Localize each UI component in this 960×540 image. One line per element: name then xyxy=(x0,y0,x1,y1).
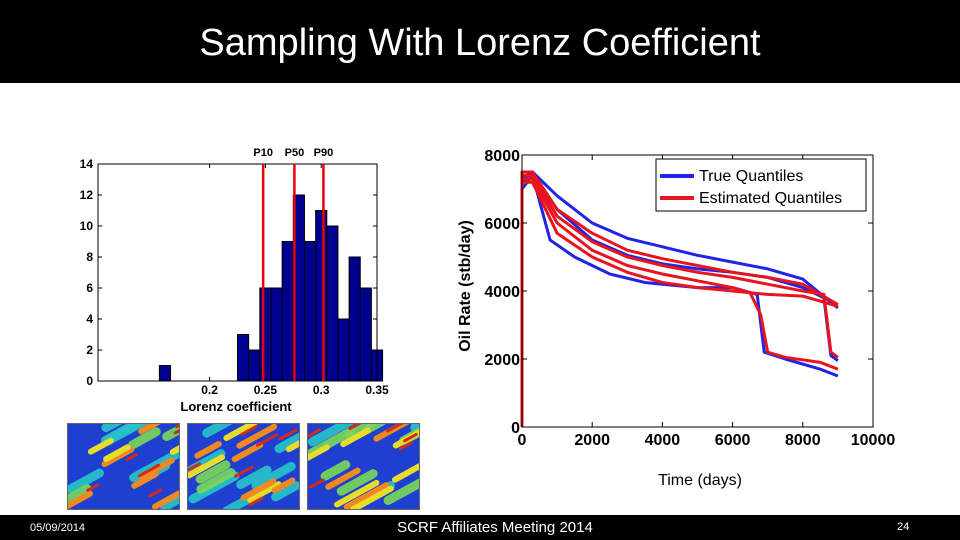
line-chart-x-tick-label: 10000 xyxy=(851,432,896,449)
histogram-frame xyxy=(97,163,378,382)
histogram-y-tick-label: 14 xyxy=(80,157,94,171)
line-chart-y-tick-label: 4000 xyxy=(484,284,520,301)
legend-label-true: True Quantiles xyxy=(699,168,803,185)
line-chart-x-tick-label: 0 xyxy=(518,432,527,449)
histogram-x-tick-label: 0.3 xyxy=(313,383,330,397)
true-quantile-curve-1 xyxy=(520,172,839,427)
line-chart-x-tick-label: 6000 xyxy=(715,432,751,449)
percentile-label-p50: P50 xyxy=(285,147,305,159)
line-chart-y-tick-label: 0 xyxy=(511,420,520,437)
histogram-y-tick-label: 4 xyxy=(86,312,93,326)
realization-map-3 xyxy=(307,423,420,510)
estimated-quantile-curve-3 xyxy=(520,180,839,427)
line-chart-y-tick-label: 8000 xyxy=(484,148,520,165)
histogram-y-tick-label: 0 xyxy=(86,374,93,388)
line-chart-x-axis-label: Time (days) xyxy=(658,472,742,489)
histogram-x-axis-label: Lorenz coefficient xyxy=(180,399,292,414)
histogram-y-tick-label: 8 xyxy=(86,250,93,264)
histogram-x-tick-label: 0.2 xyxy=(201,383,218,397)
legend-label-estimated: Estimated Quantiles xyxy=(699,190,842,207)
realization-map-1 xyxy=(67,423,180,510)
line-chart-x-tick-label: 2000 xyxy=(574,432,610,449)
histogram-y-tick-label: 2 xyxy=(86,343,93,357)
estimated-quantile-curve-0 xyxy=(520,170,839,427)
histogram-y-tick-label: 6 xyxy=(86,281,93,295)
oil-rate-curves xyxy=(520,170,839,427)
histogram-y-tick-label: 12 xyxy=(80,188,94,202)
line-chart-x-tick-label: 8000 xyxy=(785,432,821,449)
percentile-label-p10: P10 xyxy=(253,147,273,159)
estimated-quantile-curve-1 xyxy=(520,173,839,427)
line-chart-x-tick-label: 4000 xyxy=(645,432,681,449)
permeability-map-image xyxy=(188,424,299,509)
page-number: 24 xyxy=(897,521,910,533)
permeability-map-image xyxy=(68,424,179,509)
realization-map-2 xyxy=(187,423,300,510)
line-chart-legend: True Quantiles Estimated Quantiles xyxy=(655,158,867,212)
line-chart-y-tick-label: 2000 xyxy=(484,352,520,369)
estimated-quantile-curve-2 xyxy=(520,177,839,427)
line-chart-y-axis-label: Oil Rate (stb/day) xyxy=(457,220,474,352)
footer-date: 05/09/2014 xyxy=(30,522,86,534)
true-quantile-curve-2 xyxy=(520,173,839,427)
percentile-label-p90: P90 xyxy=(314,147,334,159)
line-chart-y-tick-label: 6000 xyxy=(484,216,520,233)
histogram-y-tick-label: 10 xyxy=(80,219,94,233)
histogram-x-tick-label: 0.25 xyxy=(254,383,278,397)
permeability-map-image xyxy=(308,424,419,509)
footer-meeting-name: SCRF Affiliates Meeting 2014 xyxy=(397,519,593,536)
histogram-x-tick-label: 0.35 xyxy=(365,383,389,397)
slide-title: Sampling With Lorenz Coefficient xyxy=(199,22,761,64)
